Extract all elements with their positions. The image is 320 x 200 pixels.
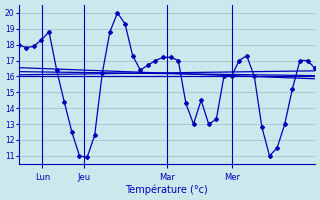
X-axis label: Température (°c): Température (°c) xyxy=(125,185,208,195)
